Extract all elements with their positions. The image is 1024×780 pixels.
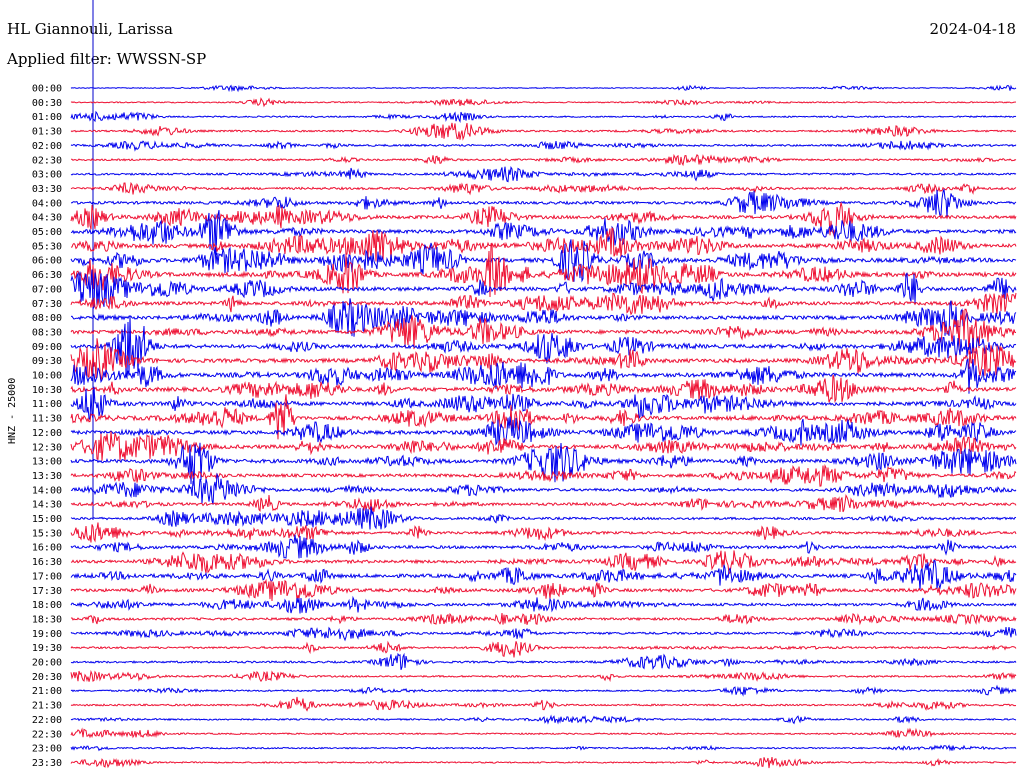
time-tick-label: 14:30 <box>32 500 62 511</box>
time-tick-label: 12:30 <box>32 442 62 453</box>
trace-line-1330 <box>70 463 1017 487</box>
time-tick-label: 02:00 <box>32 141 62 152</box>
trace-line-0100 <box>70 110 1017 123</box>
trace-line-1900 <box>70 626 1017 642</box>
station-title: HL Giannouli, Larissa <box>7 20 173 38</box>
trace-line-0800 <box>70 298 1017 337</box>
trace-line-1830 <box>70 612 1017 626</box>
time-tick-label: 09:30 <box>32 356 62 367</box>
time-tick-label: 19:30 <box>32 643 62 654</box>
trace-line-2230 <box>70 727 1017 739</box>
time-tick-label: 21:30 <box>32 701 62 712</box>
trace-line-1030 <box>70 374 1017 403</box>
time-tick-label: 21:00 <box>32 686 62 697</box>
trace-line-1730 <box>70 578 1017 602</box>
time-tick-label: 18:00 <box>32 600 62 611</box>
trace-line-2130 <box>70 696 1017 712</box>
time-tick-label: 08:30 <box>32 327 62 338</box>
time-tick-label: 23:30 <box>32 758 62 769</box>
time-tick-label: 10:30 <box>32 385 62 396</box>
time-tick-label: 13:00 <box>32 457 62 468</box>
time-tick-label: 15:30 <box>32 528 62 539</box>
trace-line-2200 <box>70 714 1017 725</box>
trace-line-0400 <box>70 189 1017 218</box>
time-tick-label: 08:00 <box>32 313 62 324</box>
time-tick-label: 07:30 <box>32 299 62 310</box>
time-tick-label: 16:00 <box>32 543 62 554</box>
time-tick-label: 12:00 <box>32 428 62 439</box>
trace-line-1200 <box>70 416 1017 446</box>
time-tick-label: 17:00 <box>32 571 62 582</box>
trace-line-1500 <box>70 506 1017 530</box>
trace-line-1930 <box>70 640 1017 658</box>
time-tick-label: 04:30 <box>32 213 62 224</box>
trace-line-0530 <box>70 227 1017 262</box>
time-tick-label: 16:30 <box>32 557 62 568</box>
time-tick-label: 03:30 <box>32 184 62 195</box>
trace-line-1800 <box>70 595 1017 614</box>
trace-line-0200 <box>70 140 1017 152</box>
time-tick-label: 19:00 <box>32 629 62 640</box>
trace-line-0700 <box>70 269 1017 310</box>
time-tick-label: 15:00 <box>32 514 62 525</box>
time-tick-label: 22:00 <box>32 715 62 726</box>
time-tick-label: 00:30 <box>32 98 62 109</box>
time-tick-label: 22:30 <box>32 729 62 740</box>
time-tick-label: 17:30 <box>32 586 62 597</box>
trace-line-1130 <box>70 394 1017 440</box>
trace-line-1400 <box>70 472 1017 505</box>
trace-line-1430 <box>70 494 1017 513</box>
time-tick-label: 00:00 <box>32 84 62 95</box>
time-tick-label: 06:00 <box>32 256 62 267</box>
trace-line-2330 <box>70 757 1017 769</box>
time-tick-label: 05:30 <box>32 241 62 252</box>
time-tick-label: 02:30 <box>32 155 62 166</box>
trace-line-1230 <box>70 431 1017 461</box>
trace-line-2000 <box>70 652 1017 670</box>
trace-line-0900 <box>70 315 1017 380</box>
trace-line-0300 <box>70 166 1017 183</box>
trace-line-0000 <box>70 84 1017 93</box>
trace-line-0630 <box>70 242 1017 298</box>
time-tick-label: 14:00 <box>32 485 62 496</box>
trace-line-1100 <box>70 386 1017 422</box>
trace-line-1700 <box>70 559 1017 591</box>
trace-line-2030 <box>70 669 1017 683</box>
trace-line-0930 <box>70 338 1017 382</box>
trace-line-2300 <box>70 744 1017 752</box>
trace-line-1000 <box>70 358 1017 394</box>
time-tick-label: 04:00 <box>32 198 62 209</box>
time-tick-label: 06:30 <box>32 270 62 281</box>
trace-line-1530 <box>70 522 1017 543</box>
trace-line-0500 <box>70 210 1017 256</box>
trace-line-0730 <box>70 292 1017 316</box>
time-tick-label: 09:00 <box>32 342 62 353</box>
time-tick-label: 03:00 <box>32 170 62 181</box>
time-tick-label: 20:00 <box>32 658 62 669</box>
time-tick-label: 11:30 <box>32 414 62 425</box>
trace-line-1630 <box>70 550 1017 575</box>
time-tick-label: 13:30 <box>32 471 62 482</box>
trace-line-0830 <box>70 308 1016 355</box>
time-tick-label: 07:00 <box>32 284 62 295</box>
time-tick-label: 20:30 <box>32 672 62 683</box>
time-tick-label: 01:00 <box>32 112 62 123</box>
time-tick-label: 10:00 <box>32 371 62 382</box>
time-tick-label: 11:00 <box>32 399 62 410</box>
trace-line-2100 <box>70 684 1017 697</box>
trace-line-1600 <box>70 534 1017 559</box>
filter-label: Applied filter: WWSSN-SP <box>7 50 207 68</box>
time-tick-label: 05:00 <box>32 227 62 238</box>
date-label: 2024-04-18 <box>929 20 1016 38</box>
trace-line-0430 <box>70 202 1017 238</box>
time-tick-label: 23:00 <box>32 744 62 755</box>
trace-line-0230 <box>71 153 1017 167</box>
trace-line-0330 <box>70 181 1017 196</box>
time-tick-label: 01:30 <box>32 127 62 138</box>
time-tick-label: 18:30 <box>32 614 62 625</box>
trace-line-0130 <box>70 122 1017 141</box>
trace-line-0030 <box>70 97 1017 108</box>
trace-line-0600 <box>70 239 1017 283</box>
